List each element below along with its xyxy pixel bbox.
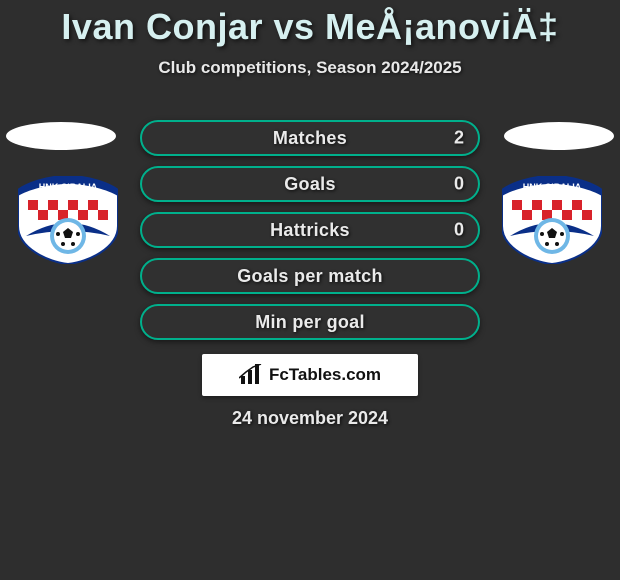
stat-right-value: 2 [454, 128, 464, 149]
stat-row-goals: Goals 0 [140, 166, 480, 202]
page-title: Ivan Conjar vs MeÅ¡anoviÄ‡ [0, 0, 620, 48]
player-photo-right [504, 122, 614, 150]
player-photo-left [6, 122, 116, 150]
stat-label: Goals per match [237, 266, 383, 287]
svg-text:HNK CIBALIA: HNK CIBALIA [39, 182, 98, 192]
stat-row-goals-per-match: Goals per match [140, 258, 480, 294]
date-text: 24 november 2024 [0, 408, 620, 429]
stat-label: Matches [273, 128, 347, 149]
subtitle: Club competitions, Season 2024/2025 [0, 58, 620, 78]
stat-row-matches: Matches 2 [140, 120, 480, 156]
club-badge-left: HNK CIBALIA [18, 176, 118, 264]
brand-link[interactable]: FcTables.com [202, 354, 418, 396]
stat-right-value: 0 [454, 220, 464, 241]
bar-chart-icon [239, 364, 265, 386]
stat-label: Goals [284, 174, 336, 195]
stats-table: Matches 2 Goals 0 Hattricks 0 Goals per … [140, 120, 480, 350]
stat-label: Min per goal [255, 312, 365, 333]
club-badge-right: HNK CIBALIA [502, 176, 602, 264]
stat-row-hattricks: Hattricks 0 [140, 212, 480, 248]
brand-text: FcTables.com [269, 365, 381, 385]
stat-right-value: 0 [454, 174, 464, 195]
stat-label: Hattricks [270, 220, 350, 241]
stat-row-min-per-goal: Min per goal [140, 304, 480, 340]
svg-text:HNK CIBALIA: HNK CIBALIA [523, 182, 582, 192]
